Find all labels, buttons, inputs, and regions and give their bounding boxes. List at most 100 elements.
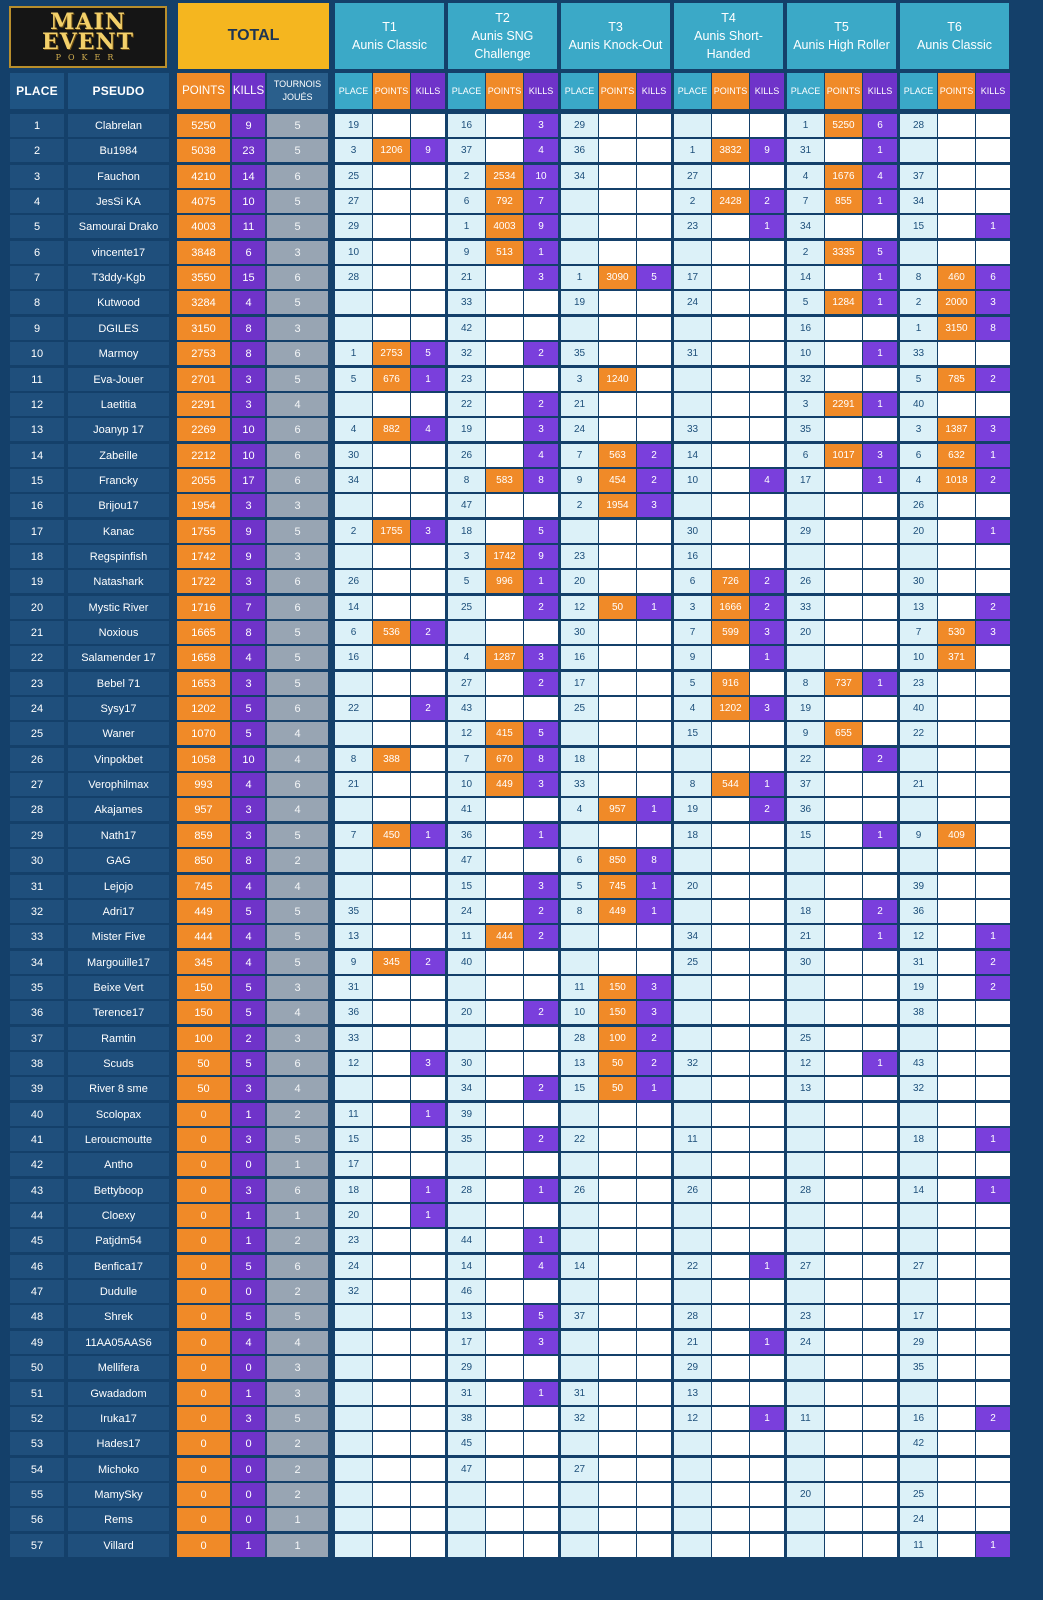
t2-place: 5 xyxy=(448,570,485,593)
t2-kills: 2 xyxy=(524,596,558,619)
t6-kills: 1 xyxy=(976,444,1010,467)
t6-kills: 2 xyxy=(976,976,1010,999)
t3-points xyxy=(599,317,636,340)
t4-kills xyxy=(750,748,784,771)
t6-kills xyxy=(976,393,1010,416)
t5-kills xyxy=(863,1331,897,1354)
t1-points xyxy=(373,1027,410,1050)
t4-points xyxy=(712,266,749,289)
t2-place xyxy=(448,1483,485,1506)
t4-place: 2 xyxy=(674,190,711,213)
t2-points xyxy=(486,1280,523,1303)
t2-place: 9 xyxy=(448,241,485,264)
t1-kills: 2 xyxy=(411,621,445,644)
t5-points xyxy=(825,646,862,669)
t4-points xyxy=(712,1103,749,1126)
row-tournois-joues: 6 xyxy=(267,469,328,492)
row-tournois-joues: 3 xyxy=(267,1356,328,1379)
t1-place xyxy=(335,317,372,340)
t6-points xyxy=(938,1305,975,1328)
row-tournois-joues: 6 xyxy=(267,165,328,188)
row-total-kills: 3 xyxy=(232,672,265,695)
t5-kills: 5 xyxy=(863,241,897,264)
t2-place: 17 xyxy=(448,1331,485,1354)
t5-place: 25 xyxy=(787,1027,824,1050)
t6-points xyxy=(938,393,975,416)
t5-kills xyxy=(863,1432,897,1455)
t3-place: 19 xyxy=(561,291,598,314)
t1-points xyxy=(373,570,410,593)
t2-place: 20 xyxy=(448,1001,485,1024)
t4-points xyxy=(712,1407,749,1430)
t1-kills: 3 xyxy=(411,1052,445,1075)
t5-kills: 2 xyxy=(863,900,897,923)
t3-place: 9 xyxy=(561,469,598,492)
t5-points xyxy=(825,1052,862,1075)
row-total-points: 2291 xyxy=(177,393,230,416)
row-total-points: 0 xyxy=(177,1483,230,1506)
tournament-code: T1 xyxy=(382,20,397,34)
t6-place xyxy=(900,748,937,771)
row-place: 20 xyxy=(10,596,64,619)
t2-kills: 3 xyxy=(524,1331,558,1354)
t5-place: 34 xyxy=(787,215,824,238)
row-pseudo: Fauchon xyxy=(68,165,169,188)
row-total-points: 1058 xyxy=(177,748,230,771)
row-pseudo: Brijou17 xyxy=(68,494,169,517)
t3-points xyxy=(599,1103,636,1126)
t4-kills xyxy=(750,1458,784,1481)
t1-place: 21 xyxy=(335,773,372,796)
t2-place: 29 xyxy=(448,1356,485,1379)
t5-points xyxy=(825,494,862,517)
t4-place: 10 xyxy=(674,469,711,492)
row-place: 39 xyxy=(10,1077,64,1100)
t6-points xyxy=(938,520,975,543)
t4-kills xyxy=(750,1077,784,1100)
t3-points: 50 xyxy=(599,1052,636,1075)
t1-place: 22 xyxy=(335,697,372,720)
t6-points xyxy=(938,1179,975,1202)
t1-points xyxy=(373,1077,410,1100)
row-total-points: 1755 xyxy=(177,520,230,543)
t6-kills: 1 xyxy=(976,1128,1010,1151)
t2-place: 47 xyxy=(448,494,485,517)
t2-place: 12 xyxy=(448,722,485,745)
t4-points: 3832 xyxy=(712,139,749,162)
row-place: 28 xyxy=(10,798,64,821)
t3-points xyxy=(599,520,636,543)
row-tournois-joues: 1 xyxy=(267,1508,328,1531)
row-total-points: 2753 xyxy=(177,342,230,365)
total-header: TOTAL xyxy=(178,3,329,69)
t1-points xyxy=(373,697,410,720)
t1-kills xyxy=(411,1255,445,1278)
t5-points xyxy=(825,748,862,771)
t1-points: 882 xyxy=(373,418,410,441)
t6-points xyxy=(938,545,975,568)
t2-points xyxy=(486,1356,523,1379)
tournament-kills-header: KILLS xyxy=(637,73,671,109)
t6-points xyxy=(938,1407,975,1430)
t4-kills: 1 xyxy=(750,1331,784,1354)
t2-place: 10 xyxy=(448,773,485,796)
t3-place: 7 xyxy=(561,444,598,467)
t6-place: 36 xyxy=(900,900,937,923)
t4-kills: 1 xyxy=(750,215,784,238)
t5-points xyxy=(825,849,862,872)
t6-points xyxy=(938,672,975,695)
t3-kills xyxy=(637,1204,671,1227)
t6-place: 40 xyxy=(900,393,937,416)
t3-points xyxy=(599,1356,636,1379)
t3-kills: 5 xyxy=(637,266,671,289)
t2-kills: 5 xyxy=(524,722,558,745)
t1-kills xyxy=(411,570,445,593)
t6-place: 16 xyxy=(900,1407,937,1430)
t3-points: 3090 xyxy=(599,266,636,289)
t3-place: 26 xyxy=(561,1179,598,1202)
t4-kills: 9 xyxy=(750,139,784,162)
row-total-kills: 1 xyxy=(232,1382,265,1405)
row-total-points: 0 xyxy=(177,1534,230,1557)
t6-kills xyxy=(976,849,1010,872)
row-tournois-joues: 6 xyxy=(267,342,328,365)
t4-place xyxy=(674,241,711,264)
t1-kills xyxy=(411,1407,445,1430)
